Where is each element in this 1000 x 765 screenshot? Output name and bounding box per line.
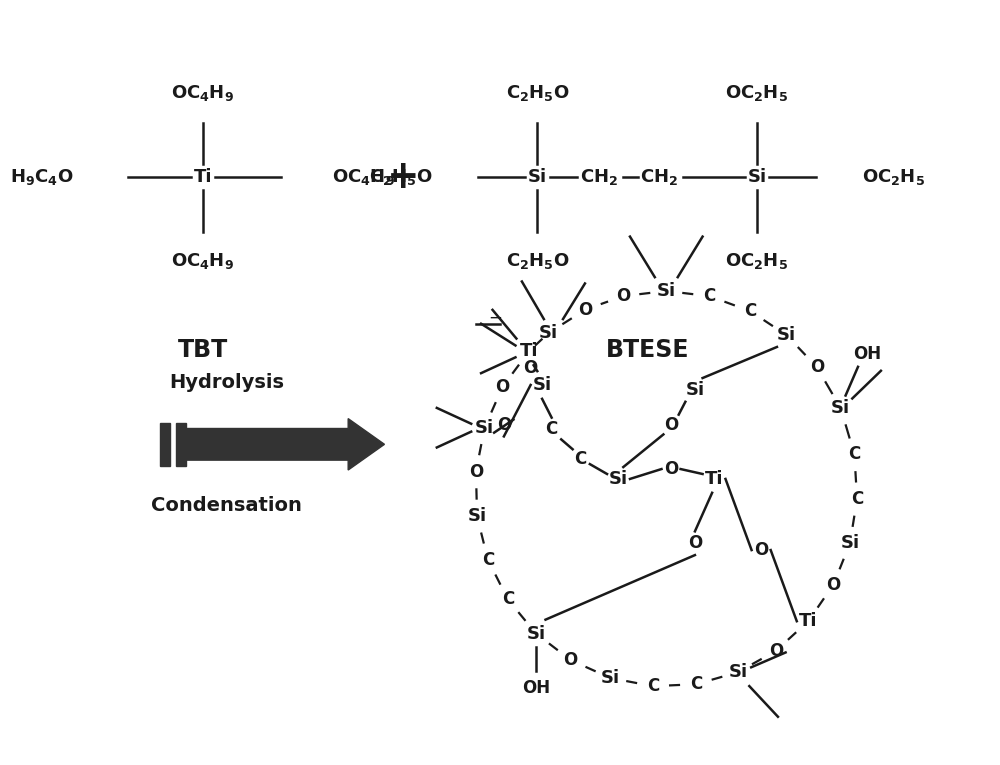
Text: $\mathregular{CH_2}$: $\mathregular{CH_2}$ [640, 168, 679, 187]
Text: O: O [688, 534, 702, 552]
Text: Si: Si [533, 376, 552, 394]
Text: O: O [616, 287, 630, 305]
Text: OH: OH [522, 679, 550, 697]
Text: C: C [574, 450, 586, 468]
Bar [176, 422, 186, 466]
Text: C: C [848, 445, 861, 464]
Text: O: O [664, 415, 678, 434]
Text: $\mathregular{C_2H_5O}$: $\mathregular{C_2H_5O}$ [506, 252, 569, 272]
Text: C: C [482, 551, 494, 568]
Text: TBT: TBT [178, 338, 228, 363]
Text: Si: Si [601, 669, 620, 687]
Text: Si: Si [840, 535, 859, 552]
Text: C: C [502, 591, 514, 608]
Text: Ti: Ti [520, 343, 538, 360]
Text: $\mathregular{OC_2H_5}$: $\mathregular{OC_2H_5}$ [725, 252, 789, 272]
Text: BTESE: BTESE [605, 338, 689, 363]
Text: O: O [469, 463, 483, 480]
Text: Si: Si [526, 624, 546, 643]
Text: Si: Si [685, 381, 704, 399]
Text: Si: Si [831, 399, 850, 418]
Text: Ti: Ti [194, 168, 212, 186]
Text: O: O [524, 360, 538, 377]
Text: O: O [495, 378, 510, 396]
Text: $\mathregular{OC_4H_9}$: $\mathregular{OC_4H_9}$ [332, 168, 395, 187]
Text: +: + [387, 158, 420, 197]
Text: Si: Si [747, 168, 767, 186]
Text: $\mathregular{OC_2H_5}$: $\mathregular{OC_2H_5}$ [862, 168, 925, 187]
Text: O: O [826, 576, 840, 594]
Text: Si: Si [475, 418, 494, 437]
Text: $\mathregular{OC_4H_9}$: $\mathregular{OC_4H_9}$ [171, 83, 235, 103]
Text: O: O [564, 651, 578, 669]
FancyArrow shape [184, 418, 384, 470]
Text: O: O [810, 358, 824, 376]
Text: O: O [769, 642, 783, 660]
Bar [160, 422, 170, 466]
Text: Si: Si [728, 663, 747, 682]
Text: C: C [851, 490, 863, 508]
Text: O: O [578, 301, 593, 318]
Text: Ti: Ti [705, 470, 723, 488]
Text: Ti: Ti [799, 612, 817, 630]
Text: Si: Si [539, 324, 558, 342]
Text: $\mathregular{OC_2H_5}$: $\mathregular{OC_2H_5}$ [725, 83, 789, 103]
Text: $\mathregular{C_2H_5O}$: $\mathregular{C_2H_5O}$ [369, 168, 432, 187]
Text: C: C [744, 302, 756, 320]
Text: C: C [546, 421, 558, 438]
Text: Si: Si [468, 507, 487, 526]
Text: C: C [647, 677, 659, 695]
Text: OH: OH [853, 345, 882, 363]
Text: C: C [690, 675, 702, 693]
Text: O: O [497, 415, 511, 434]
Text: Si: Si [528, 168, 547, 186]
Text: $\mathregular{C_2H_5O}$: $\mathregular{C_2H_5O}$ [506, 83, 569, 103]
Text: Si: Si [609, 470, 628, 488]
Text: Condensation: Condensation [151, 496, 302, 515]
Text: $\mathregular{H_9C_4O}$: $\mathregular{H_9C_4O}$ [10, 168, 74, 187]
Text: $\mathregular{CH_2}$: $\mathregular{CH_2}$ [580, 168, 619, 187]
Text: Si: Si [777, 326, 796, 344]
Text: $\mathregular{OC_4H_9}$: $\mathregular{OC_4H_9}$ [171, 252, 235, 272]
Text: O: O [754, 541, 768, 559]
Text: C: C [703, 287, 715, 305]
Text: Si: Si [657, 282, 676, 300]
Text: $-$: $-$ [488, 308, 502, 326]
Text: O: O [664, 460, 678, 478]
Text: Hydrolysis: Hydrolysis [169, 373, 284, 392]
